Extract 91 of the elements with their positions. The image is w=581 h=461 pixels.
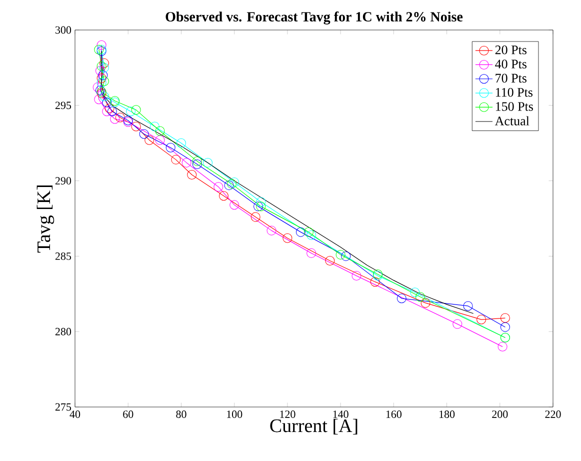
point: [415, 292, 425, 302]
point: [176, 138, 186, 148]
point: [155, 126, 165, 136]
point: [99, 76, 109, 86]
point: [171, 154, 181, 164]
point: [498, 342, 508, 352]
x-tick-label: 160: [386, 410, 402, 418]
point: [370, 277, 380, 287]
point: [463, 301, 473, 311]
point: [336, 250, 346, 260]
point: [99, 92, 109, 102]
legend-label: Actual: [494, 116, 530, 126]
point: [341, 251, 351, 261]
point: [282, 233, 292, 243]
chart-title: Observed vs. Forecast Tavg for 1C with 2% Noise: [166, 12, 463, 24]
x-tick-label: 140: [333, 410, 348, 418]
point: [224, 180, 234, 190]
x-tick-label: 40: [70, 410, 80, 418]
point: [266, 226, 276, 236]
point: [95, 66, 105, 76]
point: [115, 112, 125, 122]
point: [96, 74, 106, 84]
point: [102, 98, 112, 108]
point: [99, 58, 109, 68]
x-tick-label: 100: [227, 410, 242, 418]
point: [203, 158, 213, 168]
legend-label: 150 Pts: [496, 102, 533, 111]
point: [500, 313, 510, 323]
point: [420, 298, 430, 308]
point: [296, 227, 306, 237]
y-tick-label: 280: [55, 328, 72, 336]
point: [214, 182, 224, 192]
x-tick-label: 180: [440, 410, 455, 418]
point: [131, 122, 141, 132]
point: [99, 62, 109, 72]
legend-label: 20 Pts: [495, 46, 526, 54]
y-tick-label: 295: [55, 102, 72, 110]
point: [126, 106, 136, 116]
point: [256, 202, 266, 212]
x-tick-label: 80: [176, 410, 186, 418]
point: [218, 191, 228, 201]
point: [92, 82, 102, 92]
point: [230, 200, 240, 210]
point: [96, 61, 106, 71]
point: [94, 44, 104, 54]
point: [226, 179, 236, 189]
legend-label: 110 Pts: [496, 88, 533, 97]
point: [155, 135, 165, 145]
x-tick-label: 60: [123, 410, 134, 418]
y-tick-label: 300: [56, 26, 72, 34]
point: [166, 142, 176, 152]
point: [306, 230, 316, 240]
x-axis-title: Current [A]: [270, 418, 358, 435]
point: [139, 129, 149, 139]
point: [476, 314, 486, 324]
point: [452, 319, 462, 329]
legend-label: 40 Pts: [495, 60, 526, 68]
point: [131, 105, 141, 115]
point: [104, 104, 114, 114]
point: [144, 135, 154, 145]
point: [410, 288, 420, 298]
point: [150, 122, 160, 132]
y-tick-label: 275: [55, 403, 72, 411]
point: [325, 256, 335, 266]
y-tick-label: 285: [55, 252, 72, 260]
x-tick-label: 220: [545, 410, 561, 418]
point: [230, 178, 240, 188]
point: [102, 106, 112, 116]
point: [182, 158, 192, 168]
x-tick-label: 200: [492, 410, 508, 418]
point: [96, 40, 106, 50]
y-tick-label: 290: [55, 177, 72, 185]
point: [250, 212, 260, 222]
point: [256, 197, 266, 207]
point: [94, 94, 104, 104]
point: [110, 114, 120, 124]
point: [500, 322, 510, 332]
point: [96, 78, 106, 88]
point: [352, 271, 362, 281]
point: [304, 227, 314, 237]
point: [187, 170, 197, 180]
point: [98, 70, 108, 80]
point: [253, 202, 263, 212]
y-axis-title: Tavg [K]: [36, 186, 54, 253]
point: [306, 248, 316, 258]
point: [192, 156, 202, 166]
x-tick-label: 120: [280, 410, 296, 418]
legend-label: 70 Pts: [496, 74, 526, 83]
point: [107, 106, 117, 116]
point: [192, 159, 202, 169]
point: [396, 294, 406, 304]
